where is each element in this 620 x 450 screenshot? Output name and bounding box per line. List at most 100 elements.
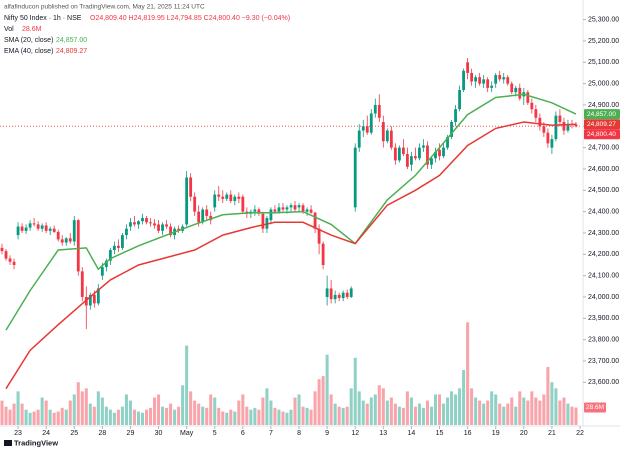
volume-bar	[261, 397, 265, 425]
volume-bar	[401, 407, 405, 425]
volume-bar	[140, 412, 145, 425]
candle-body	[32, 223, 36, 225]
y-tick-label: 24,900.00	[588, 102, 619, 109]
volume-bar	[132, 409, 136, 425]
volume-bar	[385, 400, 389, 425]
candle-body	[438, 149, 441, 157]
candle-body	[0, 247, 4, 252]
volume-bar	[373, 394, 377, 425]
x-tick-label: 25	[70, 430, 78, 437]
candle-body	[530, 102, 534, 110]
candle-body	[289, 205, 293, 208]
x-tick-label: 7	[269, 430, 273, 437]
candle-body	[474, 77, 478, 82]
logo-icon	[4, 440, 12, 446]
candle-body	[361, 126, 365, 131]
volume-bar	[458, 388, 462, 425]
x-tick-label: 12	[351, 430, 359, 437]
x-tick-label: 20	[520, 430, 528, 437]
candle-body	[241, 196, 245, 212]
candle-body	[253, 209, 257, 212]
symbol: Nifty 50 Index · 1h · NSE	[4, 15, 82, 22]
candle-body	[68, 238, 72, 242]
candle-body	[430, 158, 433, 165]
candle-body	[562, 122, 566, 131]
candle-body	[8, 258, 12, 262]
volume-bar	[522, 397, 526, 425]
volume-bar	[273, 407, 277, 425]
y-tick-label: 24,500.00	[588, 187, 619, 194]
volume-bar	[233, 411, 237, 425]
volume-bar	[88, 403, 92, 425]
volume-bar	[217, 407, 221, 425]
y-tick-label: 25,200.00	[588, 38, 619, 45]
volume-bar	[518, 391, 522, 425]
volume-bar	[213, 397, 217, 425]
ema-value: 24,809.27	[56, 48, 87, 55]
candle-body	[333, 294, 337, 300]
volume-bar	[68, 400, 72, 425]
candle-body	[129, 222, 132, 227]
volume-bar	[333, 403, 337, 425]
volume-bar	[285, 412, 289, 425]
candle-body	[145, 218, 148, 223]
volume-bar	[104, 406, 108, 425]
volume-bar	[562, 397, 566, 425]
volume-bar	[321, 376, 325, 425]
candle-body	[225, 194, 229, 199]
volume-bar	[153, 397, 157, 425]
volume-bar	[237, 400, 241, 425]
volume-bar	[193, 400, 197, 425]
candle-body	[121, 235, 124, 248]
candle-body	[442, 147, 445, 157]
candle-body	[450, 122, 453, 137]
candle-body	[112, 245, 116, 251]
volume-bar	[341, 407, 345, 425]
candle-body	[165, 224, 168, 227]
candle-body	[161, 224, 164, 231]
y-tick-label: 24,600.00	[588, 166, 619, 173]
volume-bar	[534, 397, 538, 425]
volume-layer	[0, 322, 578, 425]
candle-body	[462, 70, 465, 91]
volume-bar	[64, 409, 68, 425]
volume-bar	[494, 394, 498, 425]
volume-bar	[229, 409, 233, 425]
x-tick-label: 14	[408, 430, 416, 437]
volume-bar	[249, 409, 253, 425]
volume-bar	[470, 388, 474, 425]
indicator-line	[5, 93, 577, 331]
candle-body	[237, 196, 241, 199]
volume-bar	[526, 400, 530, 425]
x-tick-label: 8	[297, 430, 301, 437]
candle-body	[72, 220, 76, 242]
candle-body	[80, 271, 84, 297]
x-tick-label: 16	[464, 430, 472, 437]
candle-body	[498, 75, 502, 80]
candle-body	[482, 79, 486, 84]
candle-body	[293, 205, 297, 210]
y-tick-label: 24,700.00	[588, 144, 619, 151]
volume-bar	[0, 400, 4, 425]
volume-bar	[144, 409, 149, 425]
volume-bar	[550, 382, 554, 425]
volume-bar	[466, 322, 470, 425]
candle-body	[397, 147, 401, 161]
volume-bar	[205, 407, 209, 425]
candle-body	[385, 130, 389, 142]
volume-bar	[44, 400, 48, 425]
volume-bar	[24, 409, 28, 425]
candle-body	[301, 205, 305, 212]
volume-bar	[301, 406, 305, 425]
candle-body	[405, 154, 409, 167]
volume-bar	[421, 407, 425, 425]
volume-bar	[337, 406, 341, 425]
volume-bar	[405, 391, 409, 425]
candle-body	[84, 296, 88, 306]
volume-bar	[28, 412, 32, 425]
volume-bar	[389, 397, 393, 425]
volume-bar	[120, 406, 124, 425]
volume-bar	[36, 409, 40, 425]
candle-body	[393, 147, 397, 161]
ohlc: O24,809.40 H24,819.95 L24,794.85 C24,800…	[90, 15, 290, 22]
